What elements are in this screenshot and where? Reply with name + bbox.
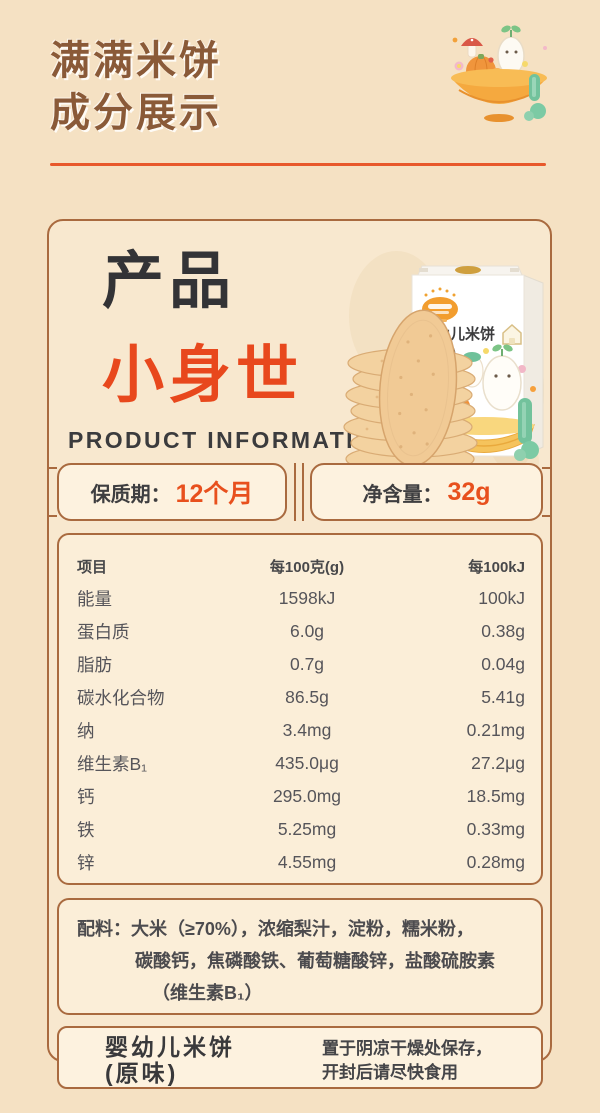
row-per100g: 1598kJ <box>278 588 336 608</box>
shelf-life-label: 保质期： <box>90 483 171 506</box>
shelf-life-value: 12个月 <box>175 480 254 508</box>
standing-cracker <box>378 309 458 467</box>
nutrition-table-header: 项目 每100克(g) 每100kJ <box>59 550 541 582</box>
badge-connector <box>542 515 551 517</box>
footer-storage-line2: 开封后请尽快食用 <box>322 1063 458 1082</box>
row-per100g: 6.0g <box>289 621 325 641</box>
row-per100kj: 0.38g <box>481 621 525 641</box>
row-label: 钙 <box>77 787 95 807</box>
row-per100g: 435.0μg <box>275 753 339 773</box>
table-row: 铁 5.25mg 0.33mg <box>59 813 541 846</box>
row-per100kj: 27.2μg <box>471 753 525 773</box>
ingredients-line1: 配料：大米（≥70%），浓缩梨汁，淀粉，糯米粉， <box>77 919 474 939</box>
page-title-line2: 成分展示 <box>50 91 222 135</box>
product-package-image: 婴幼儿米饼 (原味) <box>343 265 544 473</box>
row-per100kj: 5.41g <box>481 687 525 707</box>
footer-product-name-line1: 婴幼儿米饼 <box>105 1034 235 1060</box>
col-header-per100g: 每100克(g) <box>269 558 345 576</box>
header-divider <box>50 163 546 166</box>
badge-connector <box>48 467 57 469</box>
row-per100g: 0.7g <box>289 654 325 674</box>
row-label: 锌 <box>77 853 95 873</box>
page-title-line1: 满满米饼 <box>50 39 222 83</box>
ingredients-line3: （维生素B₁） <box>152 983 263 1003</box>
table-row: 维生素B₁ 435.0μg 27.2μg <box>59 747 541 780</box>
badge-divider-line <box>294 463 296 521</box>
footer-storage-note: 置于阴凉干燥处保存， 开封后请尽快食用 <box>322 1037 492 1085</box>
row-per100g: 295.0mg <box>272 786 342 806</box>
table-row: 钙 295.0mg 18.5mg <box>59 780 541 813</box>
table-row: 蛋白质 6.0g 0.38g <box>59 615 541 648</box>
col-header-per100kj: 每100kJ <box>468 558 525 576</box>
nutrition-table: 项目 每100克(g) 每100kJ 能量 1598kJ 100kJ 蛋白质 6… <box>57 533 543 885</box>
row-per100g: 5.25mg <box>277 819 337 839</box>
table-row: 脂肪 0.7g 0.04g <box>59 648 541 681</box>
hero-heading-line1: 产品 <box>102 247 237 316</box>
hero-subheading: PRODUCT INFORMATION <box>68 427 395 453</box>
row-label: 纳 <box>77 721 95 741</box>
footer-box: 婴幼儿米饼 (原味) 置于阴凉干燥处保存， 开封后请尽快食用 <box>57 1026 543 1089</box>
ingredients-line2: 碳酸钙，焦磷酸铁、葡萄糖酸锌，盐酸硫胺素 <box>135 951 495 971</box>
ingredients-box: 配料：大米（≥70%），浓缩梨汁，淀粉，糯米粉， 碳酸钙，焦磷酸铁、葡萄糖酸锌，… <box>57 898 543 1015</box>
col-header-item: 项目 <box>77 558 108 576</box>
row-per100g: 3.4mg <box>282 720 332 740</box>
row-label: 脂肪 <box>77 655 112 675</box>
row-per100kj: 0.28mg <box>466 852 525 872</box>
footer-product-name-line2: (原味) <box>105 1060 179 1086</box>
row-per100kj: 0.21mg <box>466 720 525 740</box>
fruit-bowl-icon <box>451 25 547 122</box>
table-row: 碳水化合物 86.5g 5.41g <box>59 681 541 714</box>
badge-connector <box>48 515 57 517</box>
row-label: 蛋白质 <box>77 622 130 642</box>
hero-heading-line2: 小身世 <box>102 341 304 410</box>
row-per100kj: 0.33mg <box>466 819 525 839</box>
row-per100g: 4.55mg <box>277 852 337 872</box>
row-label: 维生素B₁ <box>77 754 148 774</box>
shelf-life-badge: 保质期： 12个月 <box>57 463 287 521</box>
row-per100kj: 18.5mg <box>466 786 525 806</box>
row-per100g: 86.5g <box>285 687 329 707</box>
badge-divider-line <box>302 463 304 521</box>
net-content-label: 净含量： <box>362 483 443 506</box>
row-per100kj: 0.04g <box>481 654 525 674</box>
row-label: 铁 <box>77 820 95 840</box>
footer-product-name: 婴幼儿米饼 (原味) <box>105 1034 235 1086</box>
row-label: 能量 <box>77 589 112 609</box>
row-per100kj: 100kJ <box>478 588 525 608</box>
house-icon <box>502 323 522 345</box>
net-content-value: 32g <box>447 477 491 506</box>
table-row: 能量 1598kJ 100kJ <box>59 582 541 615</box>
footer-storage-line1: 置于阴凉干燥处保存， <box>322 1039 492 1058</box>
net-content-badge: 净含量： 32g <box>310 463 543 521</box>
table-row: 纳 3.4mg 0.21mg <box>59 714 541 747</box>
row-label: 碳水化合物 <box>77 688 165 708</box>
table-row: 锌 4.55mg 0.28mg <box>59 846 541 879</box>
badge-connector <box>542 467 551 469</box>
